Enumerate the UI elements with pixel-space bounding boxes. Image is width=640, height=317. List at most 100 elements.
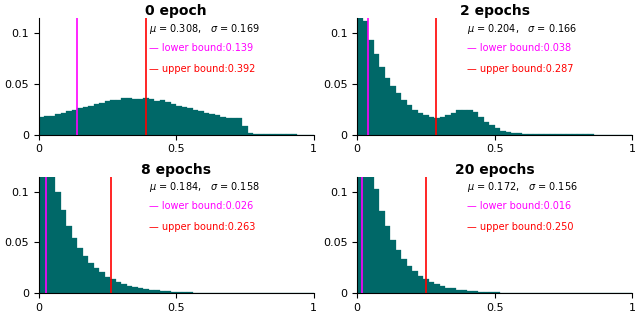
Bar [500,131,506,135]
Bar [259,134,264,135]
Bar [38,117,44,135]
Bar [379,211,385,293]
Bar [461,290,467,293]
Bar [231,118,237,135]
Title: 0 epoch: 0 epoch [145,4,207,18]
Bar [550,134,556,135]
Bar [66,111,72,135]
Bar [83,256,88,293]
Bar [418,276,423,293]
Bar [237,118,242,135]
Bar [374,189,379,293]
Title: 2 epochs: 2 epochs [460,4,530,18]
Bar [396,250,401,293]
Bar [116,282,121,293]
Bar [154,290,159,293]
Bar [83,107,88,135]
Bar [176,106,182,135]
Text: — upper bound:0.250: — upper bound:0.250 [467,222,573,232]
Bar [434,118,440,135]
Text: — upper bound:0.287: — upper bound:0.287 [467,64,573,74]
Bar [44,144,49,293]
Bar [138,99,143,135]
Bar [154,100,159,135]
Bar [77,249,83,293]
Bar [374,55,379,135]
Bar [121,284,127,293]
Bar [176,292,182,293]
Bar [528,134,533,135]
Bar [121,98,127,135]
Bar [390,86,396,135]
Bar [456,110,461,135]
Bar [72,110,77,135]
Bar [406,105,412,135]
Bar [412,110,418,135]
Text: $\mu$ = 0.308,   $\sigma$ = 0.169: $\mu$ = 0.308, $\sigma$ = 0.169 [148,22,259,36]
Bar [226,118,231,135]
Bar [467,110,473,135]
Bar [478,117,484,135]
Bar [127,286,132,293]
Bar [220,117,226,135]
Title: 20 epochs: 20 epochs [455,163,534,177]
Bar [357,3,363,135]
Bar [489,125,495,135]
Text: $\mu$ = 0.184,   $\sigma$ = 0.158: $\mu$ = 0.184, $\sigma$ = 0.158 [148,180,259,194]
Bar [429,117,434,135]
Bar [116,100,121,135]
Text: — lower bound:0.026: — lower bound:0.026 [148,201,253,211]
Bar [171,292,176,293]
Bar [253,133,259,135]
Bar [61,210,66,293]
Bar [539,134,544,135]
Bar [456,289,461,293]
Bar [506,132,511,135]
Bar [132,288,138,293]
Bar [110,100,116,135]
Bar [93,104,99,135]
Bar [484,122,489,135]
Bar [429,282,434,293]
Bar [55,114,61,135]
Bar [495,292,500,293]
Bar [363,132,368,293]
Bar [473,113,478,135]
Text: — upper bound:0.263: — upper bound:0.263 [148,222,255,232]
Bar [88,107,93,135]
Bar [495,128,500,135]
Bar [368,41,374,135]
Bar [209,114,214,135]
Bar [406,266,412,293]
Bar [159,291,165,293]
Bar [66,226,72,293]
Bar [143,99,148,135]
Text: — lower bound:0.139: — lower bound:0.139 [148,42,253,53]
Bar [461,110,467,135]
Bar [478,292,484,293]
Bar [434,284,440,293]
Bar [165,102,171,135]
Bar [198,112,204,135]
Bar [187,108,193,135]
Bar [242,126,248,135]
Bar [99,103,104,135]
Bar [99,272,104,293]
Text: — upper bound:0.392: — upper bound:0.392 [148,64,255,74]
Bar [104,101,110,135]
Bar [88,263,93,293]
Bar [451,288,456,293]
Bar [412,271,418,293]
Bar [49,169,55,293]
Bar [61,113,66,135]
Bar [423,279,429,293]
Bar [148,100,154,135]
Bar [77,108,83,135]
Bar [132,99,138,135]
Bar [104,277,110,293]
Bar [516,133,522,135]
Text: $\mu$ = 0.204,   $\sigma$ = 0.166: $\mu$ = 0.204, $\sigma$ = 0.166 [467,22,577,36]
Bar [489,292,495,293]
Bar [467,291,473,293]
Bar [440,117,445,135]
